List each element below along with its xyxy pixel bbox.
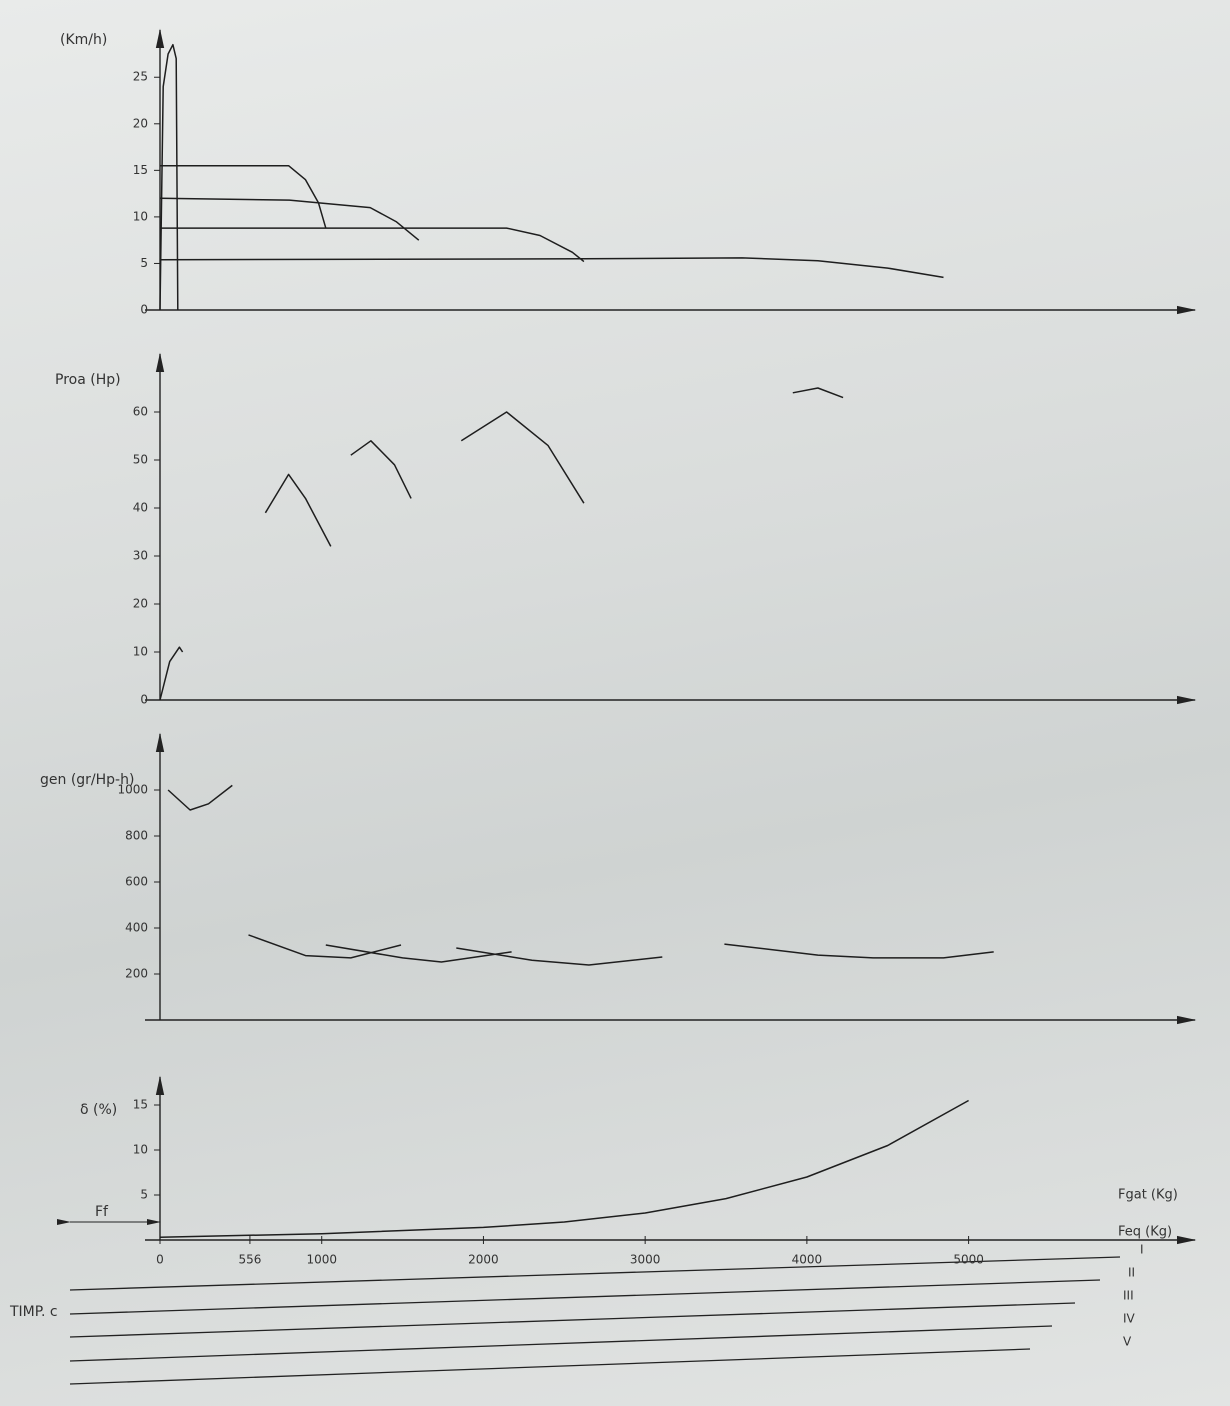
y-tick-label: 10	[133, 1143, 148, 1157]
y-axis-label: Proa (Hp)	[55, 372, 121, 388]
y-tick-label: 0	[140, 693, 148, 707]
gear-label: III	[1123, 1289, 1134, 1303]
gear-label: I	[1140, 1243, 1144, 1257]
data-line	[160, 166, 326, 228]
y-tick-label: 20	[133, 597, 148, 611]
data-line	[168, 785, 232, 810]
y-tick-label: 40	[133, 501, 148, 515]
y-tick-label: 15	[133, 163, 148, 177]
gear-line	[70, 1349, 1030, 1384]
data-line	[160, 1101, 969, 1238]
annotation: Ff	[95, 1204, 109, 1220]
x2-axis-label: Fgat (Kg)	[1118, 1188, 1178, 1203]
x-axis-label: Feq (Kg)	[1118, 1225, 1172, 1240]
y-tick-label: 10	[133, 645, 148, 659]
gear-label: V	[1123, 1335, 1132, 1349]
y-tick-label: 800	[125, 829, 148, 843]
y-tick-label: 1000	[117, 783, 148, 797]
y-tick-label: 200	[125, 967, 148, 981]
x-tick-label: 556	[238, 1253, 261, 1267]
x-tick-label: 2000	[468, 1253, 499, 1267]
data-line	[160, 45, 178, 310]
chart: TIMP. c I II III IV V Ff Fgat (Kg) Feq (…	[0, 0, 1230, 1406]
gear-label: II	[1128, 1266, 1135, 1280]
data-line	[724, 944, 993, 958]
y-tick-label: 10	[133, 209, 148, 223]
data-line	[793, 388, 843, 398]
gear-lines	[70, 1257, 1120, 1384]
data-line	[160, 198, 419, 240]
y-tick-label: 15	[133, 1098, 148, 1112]
y-tick-label: 600	[125, 875, 148, 889]
x-tick-label: 0	[156, 1253, 164, 1267]
y-tick-label: 25	[133, 70, 148, 84]
data-line	[160, 647, 183, 700]
y-tick-label: 5	[140, 256, 148, 270]
y-axis-label: δ (%)	[80, 1102, 117, 1118]
data-line	[265, 474, 330, 546]
y-tick-label: 20	[133, 116, 148, 130]
x-tick-label: 4000	[792, 1253, 823, 1267]
x-tick-label: 5000	[953, 1253, 984, 1267]
x-tick-label: 1000	[306, 1253, 337, 1267]
data-line	[160, 228, 584, 262]
data-line	[461, 412, 584, 503]
gear-scale-label: TIMP. c	[9, 1304, 58, 1320]
x-tick-label: 3000	[630, 1253, 661, 1267]
y-tick-label: 60	[133, 405, 148, 419]
data-line	[160, 258, 944, 278]
y-tick-label: 50	[133, 453, 148, 467]
y-tick-label: 30	[133, 549, 148, 563]
data-line	[456, 948, 662, 965]
data-line	[326, 945, 512, 962]
gear-line	[70, 1326, 1052, 1361]
gear-line	[70, 1303, 1075, 1337]
y-axis-label: (Km/h)	[60, 32, 107, 48]
y-tick-label: 400	[125, 921, 148, 935]
y-tick-label: 0	[140, 303, 148, 317]
data-line	[351, 441, 411, 499]
gear-label: IV	[1123, 1312, 1136, 1326]
y-tick-label: 5	[140, 1188, 148, 1202]
